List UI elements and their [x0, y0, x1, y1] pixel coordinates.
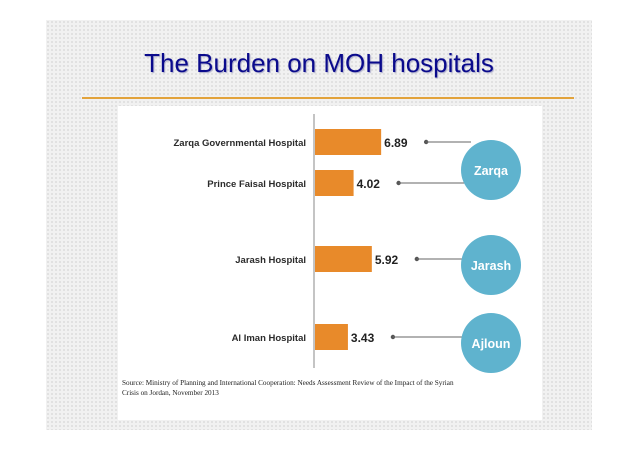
source-note: Source: Ministry of Planning and Interna… [122, 378, 522, 398]
region-label-zarqa: Zarqa [474, 164, 509, 178]
category-label-2: Jarash Hospital [235, 255, 306, 266]
bar-3 [315, 324, 348, 350]
hospital-burden-chart: Zarqa Governmental Hospital 6.89 Prince Fa… [173, 114, 521, 373]
connector-dot-2 [414, 256, 420, 262]
chart-panel: Zarqa Governmental Hospital 6.89 Prince Fa… [118, 106, 542, 420]
slide-title: The Burden on MOH hospitals [144, 48, 494, 78]
connector-dot-0 [423, 139, 429, 145]
region-label-jarash: Jarash [471, 259, 511, 273]
bar-2 [315, 246, 372, 272]
source-line-2: Crisis on Jordan, November 2013 [122, 389, 219, 397]
region-label-ajloun: Ajloun [472, 337, 511, 351]
bar-1 [315, 170, 354, 196]
category-label-3: Al Iman Hospital [232, 333, 306, 344]
category-label-1: Prince Faisal Hospital [207, 179, 306, 190]
bar-0 [315, 129, 382, 155]
value-label-2: 5.92 [375, 253, 399, 267]
region-bubble-ajloun [461, 313, 521, 373]
connector-dot-3 [390, 334, 396, 340]
connector-dot-1 [396, 180, 401, 186]
slide: The Burden on MOH hospitals Zarqa Govern… [46, 20, 592, 430]
value-label-1: 4.02 [357, 177, 381, 191]
category-label-0: Zarqa Governmental Hospital [173, 138, 306, 149]
value-label-0: 6.89 [384, 136, 408, 150]
value-label-3: 3.43 [351, 331, 375, 345]
source-line-1: Source: Ministry of Planning and Interna… [122, 379, 454, 387]
region-bubble-zarqa [461, 140, 521, 200]
region-bubble-jarash [461, 235, 521, 295]
title-underline [82, 97, 574, 99]
